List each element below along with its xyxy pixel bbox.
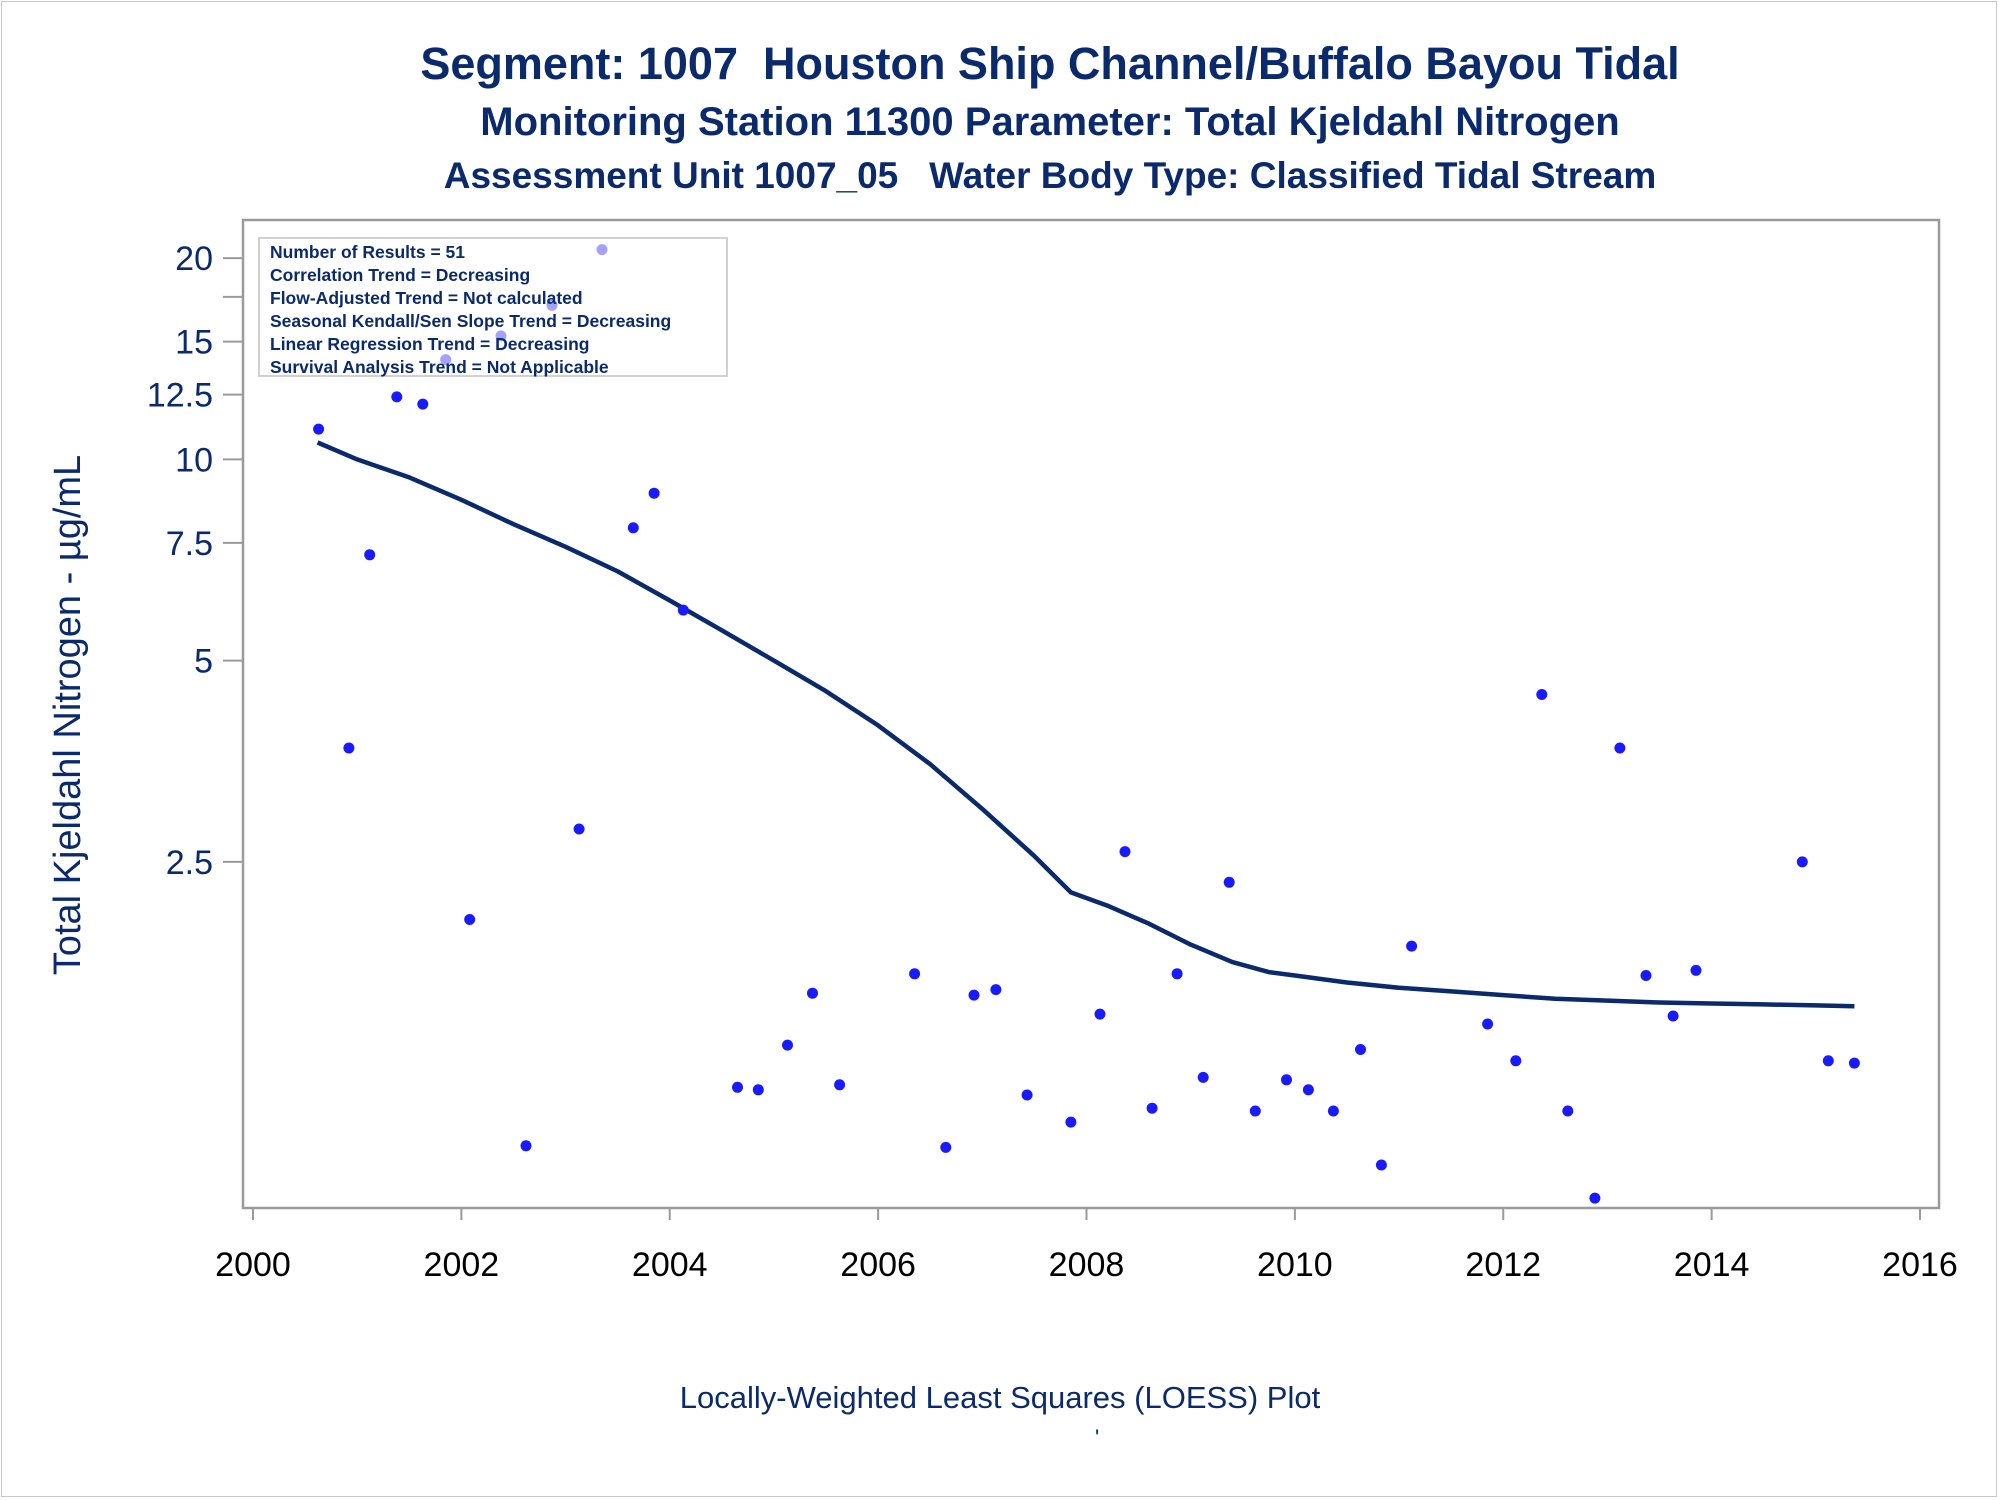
data-point bbox=[573, 823, 585, 835]
data-point bbox=[732, 1081, 743, 1093]
data-point bbox=[520, 1140, 532, 1152]
x-tick-label: 2000 bbox=[215, 1246, 291, 1284]
y-tick-label: 7.5 bbox=[166, 525, 213, 563]
data-point bbox=[909, 968, 921, 980]
data-point bbox=[807, 987, 818, 999]
data-point bbox=[1146, 1102, 1158, 1114]
data-point bbox=[1614, 742, 1626, 754]
stat-seasonal-kendall-trend: Seasonal Kendall/Sen Slope Trend = Decre… bbox=[270, 311, 672, 331]
data-point bbox=[1640, 970, 1652, 981]
x-tick-label: 2004 bbox=[632, 1246, 708, 1284]
data-point bbox=[1510, 1055, 1522, 1067]
data-point bbox=[1848, 1057, 1860, 1069]
x-tick-label: 2016 bbox=[1882, 1246, 1958, 1284]
stat-flow-adjusted-trend: Flow-Adjusted Trend = Not calculated bbox=[270, 288, 583, 308]
x-tick-label: 2014 bbox=[1674, 1246, 1750, 1284]
y-tick-label: 12.5 bbox=[147, 377, 213, 415]
chart-subtitle: Monitoring Station 11300 Parameter: Tota… bbox=[480, 100, 1620, 144]
data-point bbox=[1021, 1089, 1033, 1101]
data-point bbox=[1197, 1071, 1209, 1083]
data-point bbox=[648, 487, 660, 499]
data-point bbox=[1536, 689, 1548, 700]
stat-survival-analysis-trend: Survival Analysis Trend = Not Applicable bbox=[270, 357, 609, 377]
stat-number-of-results: Number of Results = 51 bbox=[270, 242, 465, 262]
footnote-mark: ' bbox=[1095, 1425, 1100, 1450]
y-tick-label: 15 bbox=[175, 324, 213, 362]
data-point bbox=[1482, 1018, 1494, 1030]
data-point bbox=[343, 742, 355, 754]
data-point bbox=[1796, 856, 1808, 868]
data-point bbox=[834, 1079, 846, 1091]
data-point bbox=[1302, 1084, 1314, 1096]
stat-correlation-trend: Correlation Trend = Decreasing bbox=[270, 265, 531, 285]
chart-marks bbox=[313, 244, 1860, 1204]
y-tick-label: 2.5 bbox=[166, 844, 213, 882]
data-point bbox=[990, 984, 1002, 996]
data-point bbox=[1281, 1074, 1292, 1086]
data-point bbox=[417, 398, 429, 410]
loess-line bbox=[316, 440, 1855, 1009]
data-point bbox=[1249, 1105, 1261, 1117]
plot-area bbox=[241, 218, 1941, 1210]
data-point bbox=[1327, 1105, 1339, 1117]
data-point bbox=[1667, 1010, 1679, 1022]
data-point bbox=[1171, 968, 1183, 980]
data-point bbox=[1119, 846, 1131, 858]
data-point bbox=[1094, 1008, 1106, 1020]
chart-title: Segment: 1007 Houston Ship Channel/Buffa… bbox=[420, 38, 1680, 89]
data-point bbox=[1822, 1055, 1834, 1067]
data-point bbox=[1375, 1159, 1387, 1171]
data-point bbox=[1065, 1116, 1077, 1128]
data-point bbox=[1406, 940, 1418, 952]
data-point bbox=[364, 549, 376, 561]
chart-subtitle-secondary: Assessment Unit 1007_05 Water Body Type:… bbox=[443, 155, 1657, 196]
x-tick-label: 2012 bbox=[1465, 1246, 1541, 1284]
data-point bbox=[968, 989, 980, 1001]
trend-stats-box: Number of Results = 51 Correlation Trend… bbox=[258, 237, 728, 377]
y-axis-label: Total Kjeldahl Nitrogen - µg/mL bbox=[47, 455, 89, 975]
data-point bbox=[313, 423, 325, 435]
y-tick-label: 10 bbox=[175, 441, 213, 479]
data-point bbox=[627, 522, 639, 534]
data-point bbox=[677, 604, 689, 616]
x-tick-label: 2002 bbox=[424, 1246, 500, 1284]
data-point bbox=[464, 914, 476, 925]
plot-footnote: Locally-Weighted Least Squares (LOESS) P… bbox=[679, 1380, 1321, 1415]
data-point bbox=[752, 1084, 764, 1096]
data-point bbox=[940, 1141, 952, 1153]
y-tick-label: 5 bbox=[194, 643, 213, 681]
x-tick-label: 2010 bbox=[1257, 1246, 1333, 1284]
data-point bbox=[1690, 964, 1702, 976]
y-tick-label: 20 bbox=[175, 240, 213, 278]
data-point bbox=[1355, 1044, 1366, 1055]
data-point bbox=[1562, 1105, 1574, 1117]
stat-linear-regression-trend: Linear Regression Trend = Decreasing bbox=[270, 334, 590, 354]
axes: 2000 2002 2004 2006 2008 2010 2012 2014 20162.55… bbox=[147, 240, 1958, 1284]
data-point bbox=[1589, 1192, 1601, 1204]
x-tick-label: 2006 bbox=[840, 1246, 916, 1284]
data-point bbox=[391, 391, 403, 403]
x-tick-label: 2008 bbox=[1049, 1246, 1125, 1284]
data-point bbox=[1223, 876, 1235, 888]
data-point bbox=[782, 1039, 793, 1051]
